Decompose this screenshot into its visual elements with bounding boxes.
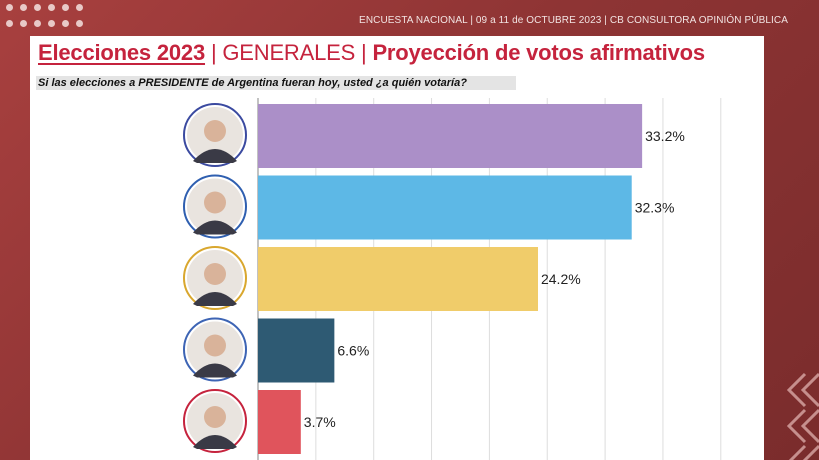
candidate-2-avatar-body bbox=[193, 220, 237, 235]
title-elecciones: Elecciones 2023 bbox=[38, 40, 206, 65]
title-separator-1: | bbox=[210, 40, 217, 65]
bar-label-2: 32.3% bbox=[635, 200, 675, 216]
candidate-1-avatar-head bbox=[204, 120, 226, 142]
bar-5 bbox=[258, 390, 301, 454]
candidate-3-avatar-head bbox=[204, 263, 226, 285]
survey-source: ENCUESTA NACIONAL | 09 a 11 de OCTUBRE 2… bbox=[359, 15, 788, 26]
decorative-dots bbox=[6, 4, 96, 32]
candidate-3-avatar-body bbox=[193, 292, 237, 306]
bar-label-5: 3.7% bbox=[304, 414, 336, 430]
candidate-4-avatar-body bbox=[193, 363, 237, 378]
bar-1 bbox=[258, 104, 643, 168]
chart-title: Elecciones 2023 | GENERALES | Proyección… bbox=[38, 40, 705, 66]
candidate-5-avatar-body bbox=[193, 435, 237, 449]
bar-label-4: 6.6% bbox=[337, 343, 369, 359]
bar-3 bbox=[258, 247, 538, 311]
bar-label-1: 33.2% bbox=[645, 128, 685, 144]
bar-4 bbox=[258, 318, 335, 383]
bar-2 bbox=[258, 175, 632, 240]
title-proyeccion: Proyección de votos afirmativos bbox=[372, 40, 705, 65]
survey-question: Si las elecciones a PRESIDENTE de Argent… bbox=[36, 76, 516, 90]
title-separator-2: | bbox=[361, 40, 367, 65]
bar-label-3: 24.2% bbox=[541, 271, 581, 287]
decorative-chevrons bbox=[786, 372, 819, 460]
candidate-5-avatar-head bbox=[204, 406, 226, 428]
bar-chart: 33.2% 32.3% 24.2% 6.6% 3.7% bbox=[183, 98, 722, 460]
candidate-2-avatar-head bbox=[204, 191, 226, 214]
candidate-1-avatar-body bbox=[193, 149, 237, 163]
chart-card: Elecciones 2023 | GENERALES | Proyección… bbox=[30, 36, 764, 460]
title-generales: GENERALES bbox=[222, 40, 356, 65]
candidate-4-avatar-head bbox=[204, 334, 226, 357]
